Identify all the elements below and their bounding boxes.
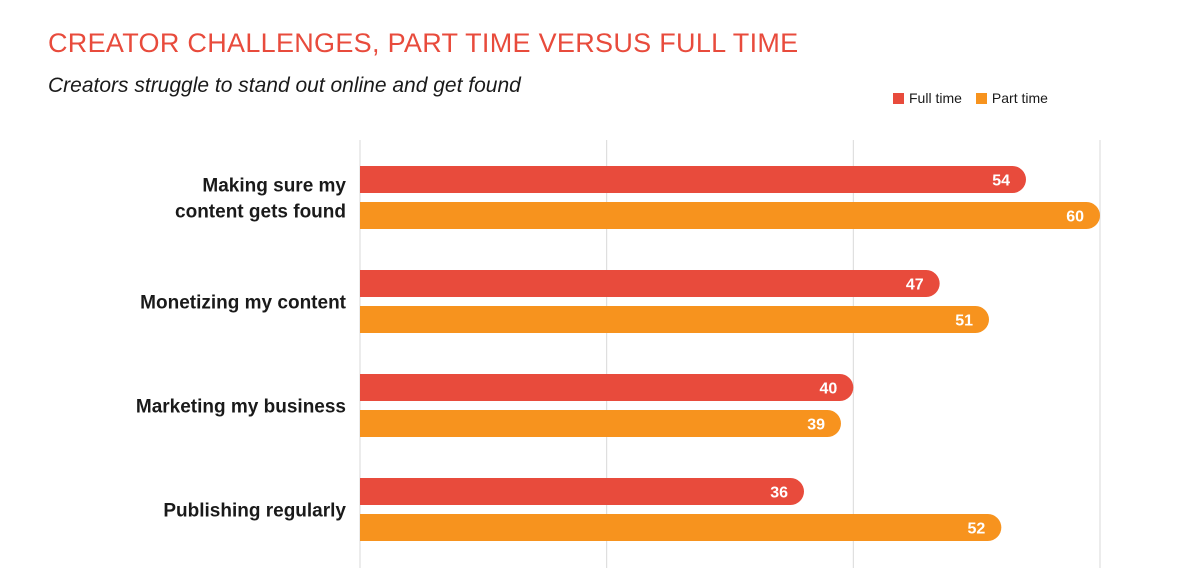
bar-full-time [360, 374, 854, 401]
legend-item-full-time: Full time [893, 90, 962, 106]
category-label: Marketing my business [136, 397, 346, 418]
value-label: 54 [992, 173, 1010, 190]
legend-label-part-time: Part time [991, 90, 1048, 106]
category-label: Monetizing my content [140, 293, 347, 314]
bar-full-time [360, 478, 804, 505]
chart-title: CREATOR CHALLENGES, PART TIME VERSUS FUL… [48, 28, 799, 58]
category-label: content gets found [175, 202, 346, 223]
bar-part-time [360, 410, 841, 437]
category-label: Making sure my [202, 176, 346, 197]
bar-part-time [360, 202, 1100, 229]
value-label: 47 [906, 277, 924, 294]
value-label: 39 [807, 417, 825, 434]
legend-swatch-full-time [893, 92, 904, 104]
value-label: 52 [968, 521, 986, 538]
value-label: 51 [955, 313, 973, 330]
value-label: 40 [820, 381, 838, 398]
value-label: 36 [770, 485, 788, 502]
bar-full-time [360, 166, 1026, 193]
chart-subtitle: Creators struggle to stand out online an… [48, 74, 521, 97]
legend-item-part-time: Part time [975, 90, 1048, 106]
bar-part-time [360, 514, 1002, 541]
legend-swatch-part-time [975, 92, 987, 104]
value-label: 60 [1066, 209, 1084, 226]
bar-part-time [360, 306, 990, 333]
legend-label-full-time: Full time [909, 90, 962, 106]
legend: Full time Part time [893, 90, 1062, 106]
bar-full-time [360, 270, 940, 297]
category-label: Publishing regularly [163, 501, 346, 522]
